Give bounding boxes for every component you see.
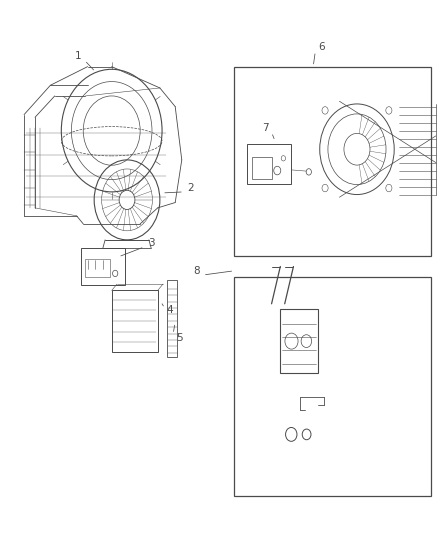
- Text: 3: 3: [148, 238, 155, 247]
- Bar: [234, 67, 431, 256]
- Text: 1: 1: [74, 51, 81, 61]
- Bar: [247, 144, 291, 184]
- Text: 8: 8: [193, 266, 200, 276]
- Bar: [112, 290, 158, 352]
- Bar: [81, 248, 125, 285]
- Text: 7: 7: [261, 123, 268, 133]
- Bar: [280, 309, 318, 373]
- Text: 4: 4: [166, 305, 173, 315]
- Bar: [234, 277, 431, 496]
- Bar: [85, 259, 110, 277]
- Text: 2: 2: [187, 183, 194, 192]
- Bar: [167, 280, 177, 357]
- Text: 6: 6: [318, 42, 325, 52]
- Text: 5: 5: [176, 334, 183, 343]
- Bar: [252, 157, 272, 179]
